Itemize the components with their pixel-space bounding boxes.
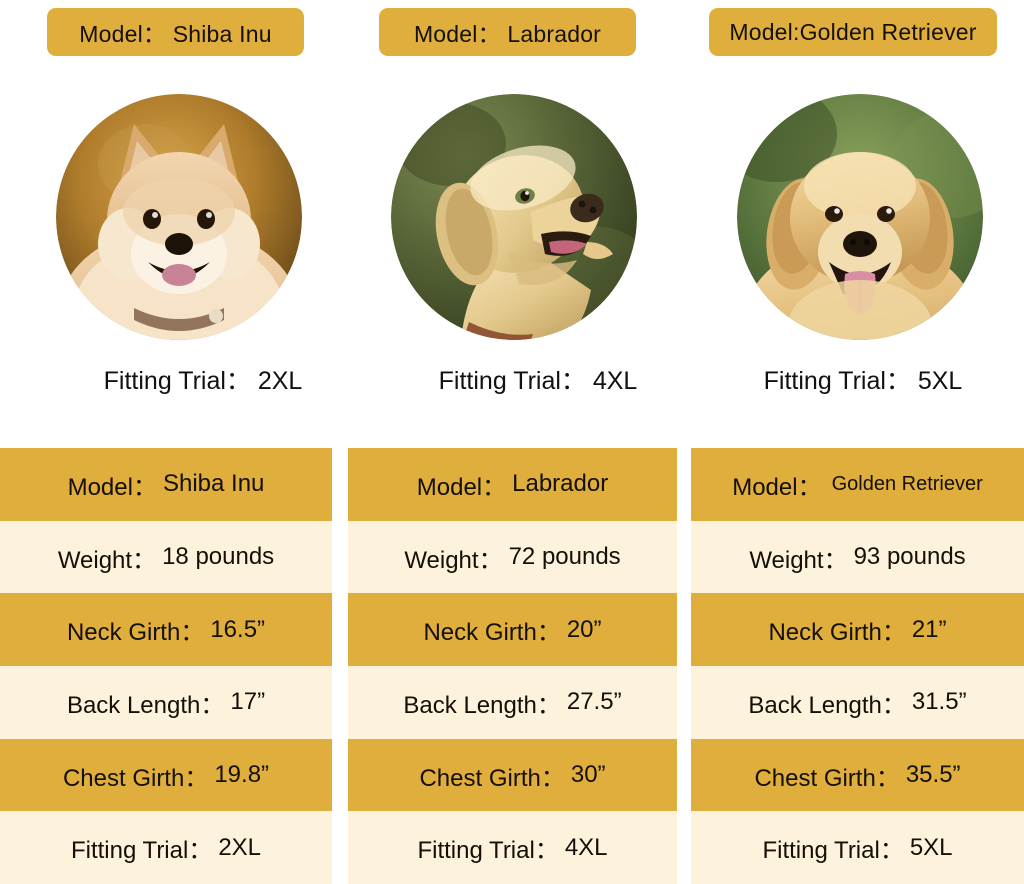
spec-row-chest-girth: Chest Girth： 35.5” xyxy=(691,738,1024,812)
spec-label: Model： xyxy=(67,473,157,501)
spec-value: 16.5” xyxy=(210,615,266,643)
spec-value: Labrador xyxy=(512,470,609,498)
spec-label: Neck Girth： xyxy=(423,619,561,647)
spec-value: 4XL xyxy=(564,833,608,861)
model-badge-shiba-inu: Model： Shiba Inu xyxy=(47,8,304,56)
spec-value: 20” xyxy=(566,615,602,643)
spec-value: 72 pounds xyxy=(508,543,621,570)
spec-row-weight: Weight： 72 pounds xyxy=(348,520,677,594)
spec-row-fitting-trial: Fitting Trial： 5XL xyxy=(691,811,1024,884)
spec-label: Weight： xyxy=(57,546,157,574)
model-badge-label: Model： Labrador xyxy=(413,21,602,47)
spec-row-model: Model： Shiba Inu xyxy=(0,448,332,521)
spec-row-model: Model： Golden Retriever xyxy=(691,448,1024,521)
fitting-trial-caption-golden-retriever: Fitting Trial： 5XL xyxy=(763,367,963,395)
spec-label: Neck Girth： xyxy=(768,619,906,647)
spec-label: Back Length： xyxy=(748,691,906,719)
model-badge-labrador: Model： Labrador xyxy=(379,8,636,56)
spec-value: 2XL xyxy=(218,833,262,861)
model-badge-label: Model:Golden Retriever xyxy=(729,18,977,45)
spec-value: 93 pounds xyxy=(853,543,966,570)
spec-label: Weight： xyxy=(749,546,848,574)
spec-label: Chest Girth： xyxy=(754,764,900,792)
spec-value: Shiba Inu xyxy=(162,470,265,498)
fitting-trial-caption-labrador: Fitting Trial： 4XL xyxy=(438,367,638,395)
dog-photo-row xyxy=(0,94,1024,342)
spec-row-neck-girth: Neck Girth： 20” xyxy=(348,593,677,667)
model-badge-row: Model： Shiba Inu Model： Labrador Model:G… xyxy=(0,8,1024,56)
spec-value: 5XL xyxy=(909,833,953,861)
spec-label: Fitting Trial： xyxy=(762,837,904,865)
spec-label: Back Length： xyxy=(66,691,225,719)
spec-row-fitting-trial: Fitting Trial： 4XL xyxy=(348,811,677,884)
spec-label: Back Length： xyxy=(403,691,561,719)
spec-value: Golden Retriever xyxy=(831,472,983,495)
golden-retriever-photo xyxy=(737,94,983,340)
spec-value: 35.5” xyxy=(905,761,961,789)
spec-row-weight: Weight： 93 pounds xyxy=(691,520,1024,594)
spec-value: 30” xyxy=(570,761,606,789)
spec-row-weight: Weight： 18 pounds xyxy=(0,520,332,594)
spec-row-model: Model： Labrador xyxy=(348,448,677,521)
spec-value: 31.5” xyxy=(911,688,967,716)
spec-value: 17” xyxy=(230,688,266,716)
model-badge-label: Model： Shiba Inu xyxy=(79,21,272,47)
spec-row-back-length: Back Length： 31.5” xyxy=(691,666,1024,739)
fitting-trial-caption-row: Fitting Trial： 2XL Fitting Trial： 4XL Fi… xyxy=(0,362,1024,400)
spec-row-chest-girth: Chest Girth： 30” xyxy=(348,738,677,812)
spec-label: Chest Girth： xyxy=(419,764,565,792)
spec-column-golden-retriever: Model： Golden Retriever Weight： 93 pound… xyxy=(691,448,1024,884)
spec-label: Model： xyxy=(732,473,822,501)
spec-column-labrador: Model： Labrador Weight： 72 pounds Neck G… xyxy=(348,448,677,884)
fitting-trial-caption-shiba-inu: Fitting Trial： 2XL xyxy=(103,367,303,395)
spec-column-shiba-inu: Model： Shiba Inu Weight： 18 pounds Neck … xyxy=(0,448,332,884)
spec-value: 27.5” xyxy=(566,688,622,716)
spec-row-back-length: Back Length： 17” xyxy=(0,666,332,739)
spec-label: Fitting Trial： xyxy=(417,837,559,865)
spec-row-chest-girth: Chest Girth： 19.8” xyxy=(0,738,332,812)
spec-label: Weight： xyxy=(404,546,503,574)
spec-label: Chest Girth： xyxy=(62,764,209,792)
spec-row-back-length: Back Length： 27.5” xyxy=(348,666,677,739)
spec-value: 18 pounds xyxy=(162,543,275,570)
spec-row-neck-girth: Neck Girth： 21” xyxy=(691,593,1024,667)
spec-label: Fitting Trial： xyxy=(70,837,213,865)
shiba-inu-photo xyxy=(56,94,302,340)
spec-value: 19.8” xyxy=(214,761,270,789)
model-badge-golden-retriever: Model:Golden Retriever xyxy=(709,8,997,56)
spec-label: Model： xyxy=(416,473,507,501)
spec-value: 21” xyxy=(911,615,947,643)
labrador-photo xyxy=(391,94,637,340)
spec-row-neck-girth: Neck Girth： 16.5” xyxy=(0,593,332,667)
spec-label: Neck Girth： xyxy=(66,619,205,647)
spec-row-fitting-trial: Fitting Trial： 2XL xyxy=(0,811,332,884)
spec-table: Model： Shiba Inu Weight： 18 pounds Neck … xyxy=(0,448,1024,884)
